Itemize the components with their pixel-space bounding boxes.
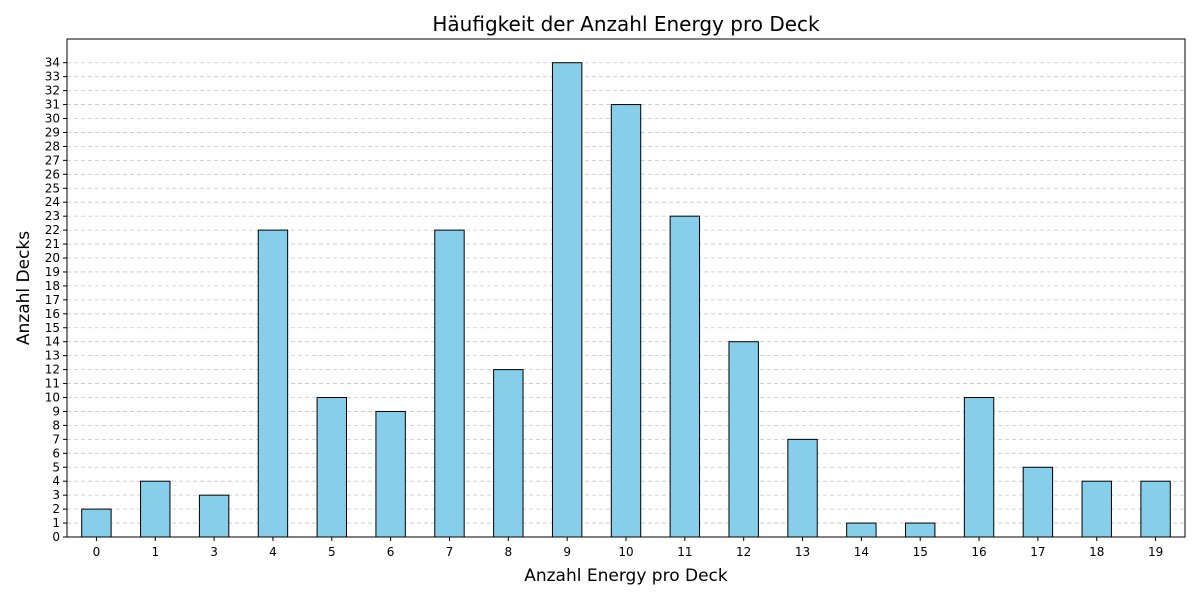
x-tick-label: 11 <box>677 545 692 559</box>
y-tick-label: 4 <box>52 474 60 488</box>
x-tick-label: 10 <box>618 545 633 559</box>
y-tick-label: 32 <box>45 84 60 98</box>
x-tick-label: 0 <box>93 545 101 559</box>
y-tick-label: 8 <box>52 418 60 432</box>
y-tick-label: 27 <box>45 153 60 167</box>
bar-12 <box>728 341 759 538</box>
bar-19 <box>1140 480 1171 538</box>
y-tick-label: 16 <box>45 307 60 321</box>
y-tick-label: 13 <box>45 349 60 363</box>
y-tick-label: 0 <box>52 530 60 544</box>
bar-17 <box>1022 466 1054 538</box>
y-axis-label: Anzahl Decks <box>14 231 34 345</box>
x-tick-label: 18 <box>1089 545 1104 559</box>
bars <box>81 62 1171 538</box>
y-tick-label: 33 <box>45 70 60 84</box>
x-tick-label: 5 <box>328 545 336 559</box>
y-tick-label: 9 <box>52 404 60 418</box>
x-tick-label: 13 <box>795 545 810 559</box>
y-tick-label: 26 <box>45 167 60 181</box>
bar-6 <box>375 410 406 538</box>
x-tick-label: 6 <box>387 545 395 559</box>
x-tick-label: 7 <box>446 545 454 559</box>
y-tick-label: 18 <box>45 279 60 293</box>
y-tick-label: 12 <box>45 363 60 377</box>
bar-14 <box>846 522 877 538</box>
x-tick-label: 1 <box>151 545 159 559</box>
x-tick-label: 17 <box>1030 545 1045 559</box>
x-axis-label: Anzahl Energy pro Deck <box>524 566 728 586</box>
bar-4 <box>257 229 289 538</box>
x-tick-label: 16 <box>971 545 986 559</box>
chart-title: Häufigkeit der Anzahl Energy pro Deck <box>432 12 820 36</box>
bar-1 <box>140 480 171 538</box>
y-tick-label: 14 <box>45 335 60 349</box>
y-tick-label: 2 <box>52 502 60 516</box>
y-tick-label: 17 <box>45 293 60 307</box>
grid-lines <box>67 62 1185 538</box>
bar-11 <box>669 215 701 538</box>
y-tick-label: 1 <box>52 516 60 530</box>
bar-5 <box>316 397 348 538</box>
y-tick-label: 29 <box>45 125 60 139</box>
x-tick-label: 19 <box>1148 545 1163 559</box>
y-tick-label: 30 <box>45 112 60 126</box>
x-tick-label: 15 <box>913 545 928 559</box>
y-tick-label: 19 <box>45 265 60 279</box>
y-tick-label: 7 <box>52 432 60 446</box>
y-tick-label: 3 <box>52 488 60 502</box>
bar-9 <box>551 62 583 538</box>
bar-15 <box>905 522 936 538</box>
bar-7 <box>434 229 465 538</box>
y-tick-label: 20 <box>45 251 60 265</box>
x-axis-ticks: 0 1 3 4 5 6 7 8 9 10 11 12 13 14 15 16 17 18 19 <box>93 537 1163 559</box>
bar-10 <box>610 104 642 538</box>
bar-13 <box>787 438 818 538</box>
y-tick-label: 31 <box>45 98 60 112</box>
y-tick-label: 6 <box>52 446 60 460</box>
y-tick-label: 21 <box>45 237 60 251</box>
y-tick-label: 5 <box>52 460 60 474</box>
bar-3 <box>198 494 230 538</box>
bar-18 <box>1081 480 1112 538</box>
bar-16 <box>963 397 995 538</box>
y-axis-ticks: 0123456789101112131415161718192021222324… <box>45 56 67 544</box>
x-tick-label: 4 <box>269 545 277 559</box>
y-tick-label: 15 <box>45 321 60 335</box>
x-tick-label: 3 <box>210 545 218 559</box>
x-tick-label: 9 <box>563 545 571 559</box>
bar-8 <box>493 369 524 538</box>
x-tick-label: 8 <box>504 545 512 559</box>
y-tick-label: 23 <box>45 209 60 223</box>
y-tick-label: 22 <box>45 223 60 237</box>
y-tick-label: 28 <box>45 139 60 153</box>
bar-0 <box>81 508 112 538</box>
y-tick-label: 34 <box>45 56 60 70</box>
y-tick-label: 24 <box>45 195 60 209</box>
x-tick-label: 14 <box>854 545 869 559</box>
y-tick-label: 11 <box>45 377 60 391</box>
x-tick-label: 12 <box>736 545 751 559</box>
y-tick-label: 25 <box>45 181 60 195</box>
y-tick-label: 10 <box>45 391 60 405</box>
